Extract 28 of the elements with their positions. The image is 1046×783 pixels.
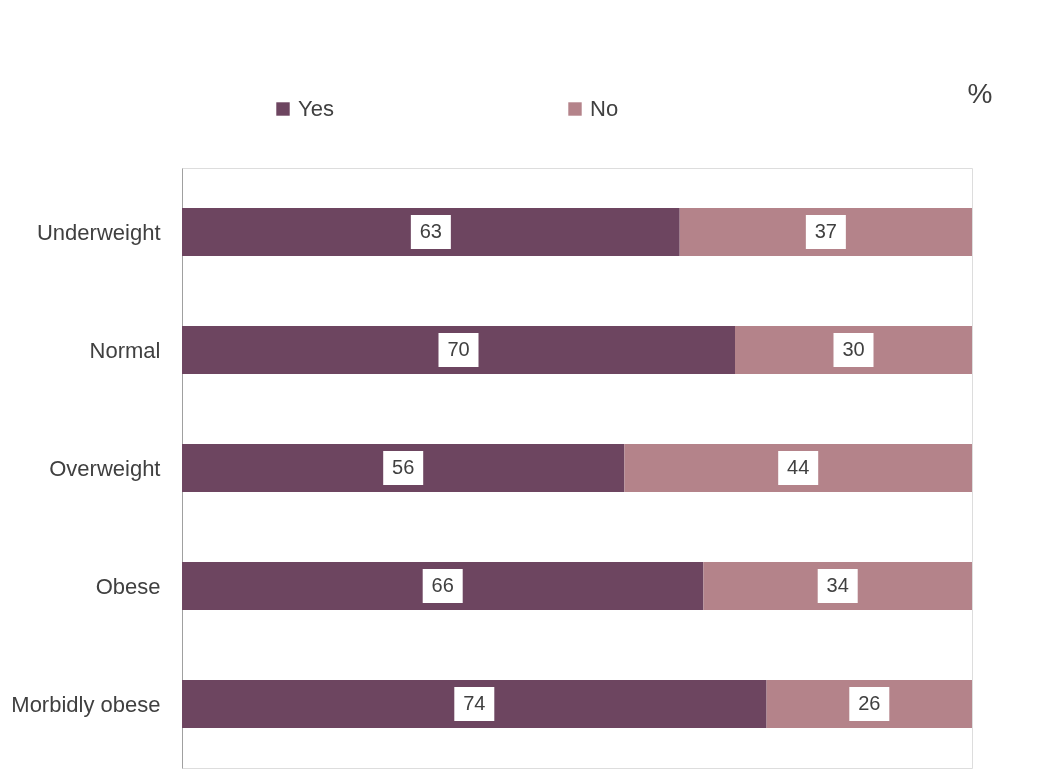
bar <box>679 208 972 256</box>
data-label: 63 <box>419 220 442 242</box>
bar <box>182 326 735 374</box>
data-label: 30 <box>842 338 865 360</box>
y-tick-label: Morbidly obese <box>11 691 161 717</box>
y-tick-label: Underweight <box>36 219 161 245</box>
data-label: 74 <box>463 692 486 714</box>
bar <box>624 444 972 492</box>
legend-label: No <box>590 96 619 121</box>
bar <box>182 208 680 256</box>
data-label: 56 <box>392 456 415 478</box>
bar <box>703 562 972 610</box>
bar <box>182 562 704 610</box>
legend-label: Yes <box>298 96 334 121</box>
data-label: 26 <box>858 692 881 714</box>
bar <box>182 444 625 492</box>
data-label: 37 <box>814 220 837 242</box>
data-label: 34 <box>826 574 849 596</box>
bar <box>766 680 972 728</box>
bar <box>735 326 972 374</box>
y-tick-label: Normal <box>89 337 161 363</box>
data-label: 44 <box>787 456 810 478</box>
data-label: 70 <box>447 338 470 360</box>
data-label: 66 <box>431 574 454 596</box>
y-tick-label: Overweight <box>49 455 161 481</box>
bar <box>182 680 767 728</box>
y-tick-label: Obese <box>95 573 161 599</box>
x-axis-title: % <box>967 77 993 109</box>
